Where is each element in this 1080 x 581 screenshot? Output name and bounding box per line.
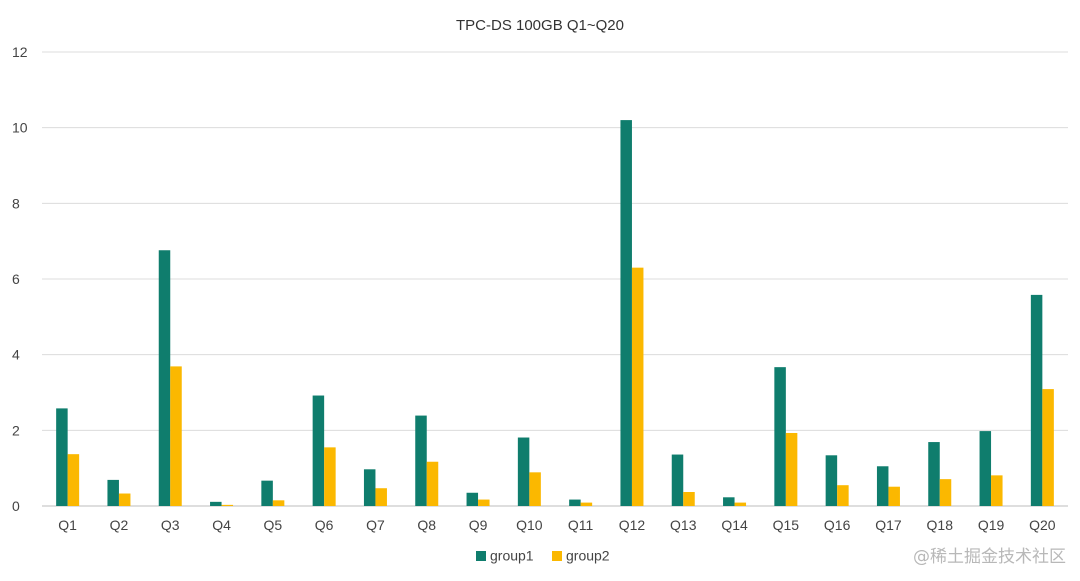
x-tick-label: Q6 [315,517,334,533]
y-tick-label: 2 [12,422,20,438]
bar-group1-Q10 [517,437,530,506]
x-tick-label: Q20 [1029,517,1056,533]
x-tick-label: Q9 [469,517,488,533]
x-tick-label: Q4 [212,517,231,533]
x-tick-label: Q7 [366,517,385,533]
x-tick-label: Q8 [417,517,436,533]
bar-group2-Q2 [118,493,131,506]
x-tick-label: Q16 [824,517,851,533]
bar-group1-Q1 [56,408,68,506]
bar-group1-Q12 [620,120,632,506]
bar-group1-Q11 [569,499,581,506]
bar-group1-Q15 [774,367,786,506]
bar-group2-Q20 [1042,389,1054,506]
bar-group2-Q10 [529,472,541,506]
legend-swatch-group2 [552,551,562,561]
y-tick-label: 12 [12,44,28,60]
bar-group2-Q19 [991,475,1003,506]
bar-group1-Q6 [312,395,325,506]
bar-group2-Q14 [734,502,747,506]
bar-group2-Q13 [683,492,695,506]
bar-group1-Q8 [415,415,427,506]
bar-group1-Q14 [723,497,735,506]
bar-group1-Q4 [210,501,222,506]
x-tick-label: Q15 [773,517,800,533]
legend-label-group2: group2 [566,548,610,564]
y-tick-label: 6 [12,271,20,287]
watermark: @稀土掘金技术社区 [913,547,1066,567]
bar-group1-Q5 [261,480,273,506]
x-tick-label: Q11 [568,517,594,533]
x-tick-label: Q1 [58,517,77,533]
bar-group1-Q17 [876,466,889,506]
gridlines [42,51,1068,507]
bar-group1-Q16 [825,455,838,506]
y-tick-label: 4 [12,347,20,363]
x-tick-label: Q18 [927,517,954,533]
x-tick-label: Q5 [264,517,283,533]
bar-group2-Q15 [785,432,798,506]
x-tick-label: Q10 [516,517,543,533]
bar-group2-Q9 [478,499,490,506]
y-axis-ticks: 0 2 4 6 8 10 12 [12,44,28,514]
x-tick-label: Q13 [670,517,697,533]
bar-group1-Q20 [1030,294,1043,506]
x-axis-ticks: Q1 Q2 Q3 Q4 Q5 Q6 Q7 Q8 Q9 Q10 Q11 Q12 Q13 Q14 Q15 Q16 Q… [58,517,1055,533]
y-tick-label: 10 [12,120,28,136]
bar-group2-Q16 [837,485,849,506]
y-tick-label: 8 [12,195,20,211]
bar-group2-Q18 [939,479,952,506]
bar-group1-Q9 [466,492,479,506]
bar-group2-Q6 [324,447,336,506]
chart-title: TPC-DS 100GB Q1~Q20 [456,17,624,34]
bar-group1-Q3 [158,250,171,506]
bar-group2-Q3 [170,366,182,506]
bar-group2-Q12 [631,267,644,506]
x-tick-label: Q19 [978,517,1005,533]
legend: group1 group2 [476,548,610,564]
bar-group2-Q5 [272,500,285,506]
bar-group1-Q18 [928,442,940,506]
legend-label-group1: group1 [490,548,534,564]
x-tick-label: Q2 [110,517,129,533]
bar-group1-Q19 [979,431,992,506]
bar-group1-Q2 [107,479,119,506]
bar-group2-Q7 [375,488,387,506]
y-tick-label: 0 [12,498,20,514]
bar-group1-Q7 [363,469,376,506]
bar-group2-Q11 [580,502,593,506]
x-tick-label: Q3 [161,517,180,533]
bar-group2-Q8 [426,461,439,506]
x-tick-label: Q14 [721,517,748,533]
x-tick-label: Q12 [619,517,646,533]
bar-group2-Q17 [888,486,900,506]
bar-group2-Q4 [221,504,234,506]
legend-swatch-group1 [476,551,486,561]
bar-group1-Q13 [671,454,684,506]
x-tick-label: Q17 [875,517,902,533]
bar-group2-Q1 [67,454,80,506]
bars [56,120,1054,506]
